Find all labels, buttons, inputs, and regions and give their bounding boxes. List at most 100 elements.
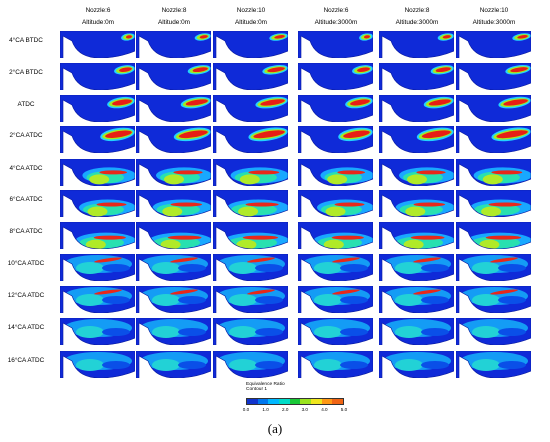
column-header-nozzle: Nozzle:10 <box>236 7 266 14</box>
column-header-nozzle: Nozzle:10 <box>479 7 509 14</box>
colorbar-segment <box>321 399 333 404</box>
contour-cell <box>60 95 135 122</box>
contour-cell <box>213 318 288 345</box>
contour-cell <box>379 286 454 313</box>
contour-cell <box>379 222 454 249</box>
contour-cell <box>60 126 135 153</box>
column-header-nozzle: Nozzle:8 <box>404 7 430 14</box>
contour-cell <box>298 222 373 249</box>
contour-cell <box>213 351 288 378</box>
contour-cell <box>213 63 288 90</box>
colorbar <box>246 398 344 405</box>
column-header-altitude: Altitude:0m <box>158 19 190 26</box>
contour-cell <box>213 159 288 186</box>
colorbar-tick-label: 1.0 <box>262 407 269 412</box>
contour-cell <box>456 254 531 281</box>
row-label: 2°CA ATDC <box>9 132 43 139</box>
contour-cell <box>298 286 373 313</box>
contour-cell <box>136 254 211 281</box>
equivalence-ratio-legend: Equivalence Ratio Contour 1 0.0 1.0 2.0 3.0… <box>230 376 350 412</box>
colorbar-segment <box>289 399 301 404</box>
contour-cell <box>136 31 211 58</box>
colorbar-segment <box>247 399 258 404</box>
contour-cell <box>298 31 373 58</box>
contour-cell <box>456 126 531 153</box>
colorbar-tick-label: 2.0 <box>281 407 289 412</box>
contour-cell <box>136 159 211 186</box>
contour-cell <box>456 222 531 249</box>
colorbar-tick-label: 3.0 <box>301 407 308 412</box>
row-label: 8°CA ATDC <box>9 228 43 235</box>
contour-cell <box>298 351 373 378</box>
row-label: 4°CA ATDC <box>9 165 43 172</box>
row-label: ATDC <box>17 101 35 108</box>
contour-cell <box>60 286 135 313</box>
colorbar-segment <box>257 399 269 404</box>
contour-cell <box>456 351 531 378</box>
row-label: 6°CA ATDC <box>9 196 43 203</box>
contour-cell <box>136 286 211 313</box>
contour-cell <box>213 286 288 313</box>
contour-cell <box>136 351 211 378</box>
contour-cell <box>60 222 135 249</box>
contour-cell <box>60 318 135 345</box>
contour-cell <box>379 63 454 90</box>
contour-cell <box>136 222 211 249</box>
contour-cell <box>379 190 454 217</box>
contour-cell <box>60 63 135 90</box>
colorbar-segment <box>268 399 280 404</box>
contour-cell <box>298 159 373 186</box>
contour-cell <box>213 190 288 217</box>
contour-cell <box>379 31 454 58</box>
contour-cell <box>136 190 211 217</box>
contour-cell <box>456 159 531 186</box>
contour-cell <box>379 126 454 153</box>
colorbar-segment <box>279 399 290 404</box>
contour-cell <box>456 63 531 90</box>
contour-cell <box>136 318 211 345</box>
contour-cell <box>136 126 211 153</box>
colorbar-segment <box>311 399 322 404</box>
colorbar-tick-label: 0.0 <box>242 407 250 412</box>
contour-cell <box>60 254 135 281</box>
contour-cell <box>298 318 373 345</box>
contour-cell <box>456 31 531 58</box>
contour-cell <box>456 286 531 313</box>
contour-cell <box>379 159 454 186</box>
contour-cell <box>213 31 288 58</box>
contour-cell <box>213 95 288 122</box>
column-header-altitude: Altitude:0m <box>82 19 114 26</box>
contour-cell <box>379 351 454 378</box>
column-header-nozzle: Nozzle:6 <box>323 7 349 14</box>
row-label: 14°CA ATDC <box>7 324 45 331</box>
row-label: 12°CA ATDC <box>7 292 45 299</box>
row-label: 10°CA ATDC <box>7 260 45 267</box>
contour-cell <box>60 31 135 58</box>
contour-cell <box>213 254 288 281</box>
contour-cell <box>298 126 373 153</box>
contour-cell <box>456 95 531 122</box>
contour-cell <box>456 318 531 345</box>
colorbar-segment <box>300 399 312 404</box>
contour-cell <box>379 318 454 345</box>
contour-cell <box>60 351 135 378</box>
column-header-altitude: Altitude:0m <box>235 19 267 26</box>
legend-subtitle: Contour 1 <box>246 387 268 392</box>
contour-cell <box>379 95 454 122</box>
contour-cell <box>379 254 454 281</box>
contour-cell <box>298 254 373 281</box>
colorbar-segment <box>332 399 344 404</box>
row-label: 2°CA BTDC <box>9 69 43 76</box>
contour-cell <box>298 63 373 90</box>
legend-title: Equivalence Ratio <box>246 382 285 387</box>
row-label: 16°CA ATDC <box>7 357 45 364</box>
contour-cell <box>456 190 531 217</box>
contour-cell <box>298 190 373 217</box>
column-header-altitude: Altitude:3000m <box>314 19 358 26</box>
colorbar-tick-label: 4.0 <box>321 407 328 412</box>
contour-cell <box>136 63 211 90</box>
contour-cell <box>213 126 288 153</box>
row-label: 4°CA BTDC <box>9 37 43 44</box>
column-header-altitude: Altitude:3000m <box>472 19 516 26</box>
